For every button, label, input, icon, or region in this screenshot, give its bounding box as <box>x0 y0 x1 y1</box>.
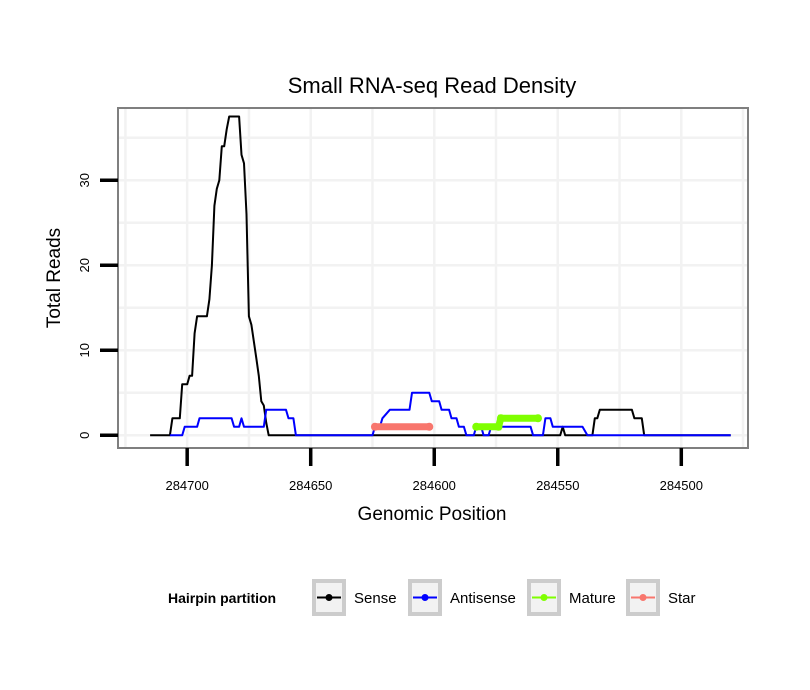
mature-legend-label: Mature <box>569 590 616 607</box>
mature-point <box>494 422 503 431</box>
y-axis-title: Total Reads <box>44 228 65 328</box>
series-layer <box>150 115 731 437</box>
star-point <box>425 422 434 431</box>
star-legend-label: Star <box>668 590 696 607</box>
x-axis-title: Genomic Position <box>358 504 507 525</box>
antisense-legend-point <box>421 594 429 601</box>
y-tick-label: 10 <box>77 343 92 357</box>
x-tick-label: 284600 <box>413 478 456 493</box>
y-tick-label: 0 <box>77 432 92 439</box>
antisense-series-line <box>169 391 731 437</box>
axes: 284700 284650 284600 284550 284500 0 10 20 30 <box>77 173 703 493</box>
x-tick-label: 284700 <box>165 478 208 493</box>
sense-legend-point <box>325 594 333 601</box>
antisense-legend-label: Antisense <box>450 590 516 607</box>
mature-point <box>534 414 542 423</box>
x-tick-label: 284500 <box>660 478 703 493</box>
sense-legend-label: Sense <box>354 590 397 607</box>
mature-point <box>472 422 481 431</box>
x-tick-label: 284550 <box>536 478 579 493</box>
legend-title: Hairpin partition <box>168 590 276 606</box>
legend: Hairpin partition Sense Antisense Mature St… <box>168 579 696 616</box>
mature-legend-point <box>540 594 548 601</box>
mature-series-band <box>476 414 538 431</box>
y-tick-label: 30 <box>77 173 92 187</box>
star-legend-point <box>639 594 647 601</box>
grid <box>118 108 748 448</box>
sense-series-line <box>150 115 731 437</box>
x-tick-label: 284650 <box>289 478 332 493</box>
star-point <box>370 422 379 431</box>
chart-title: Small RNA-seq Read Density <box>288 73 577 98</box>
y-tick-label: 20 <box>77 258 92 272</box>
mature-point <box>496 414 505 423</box>
